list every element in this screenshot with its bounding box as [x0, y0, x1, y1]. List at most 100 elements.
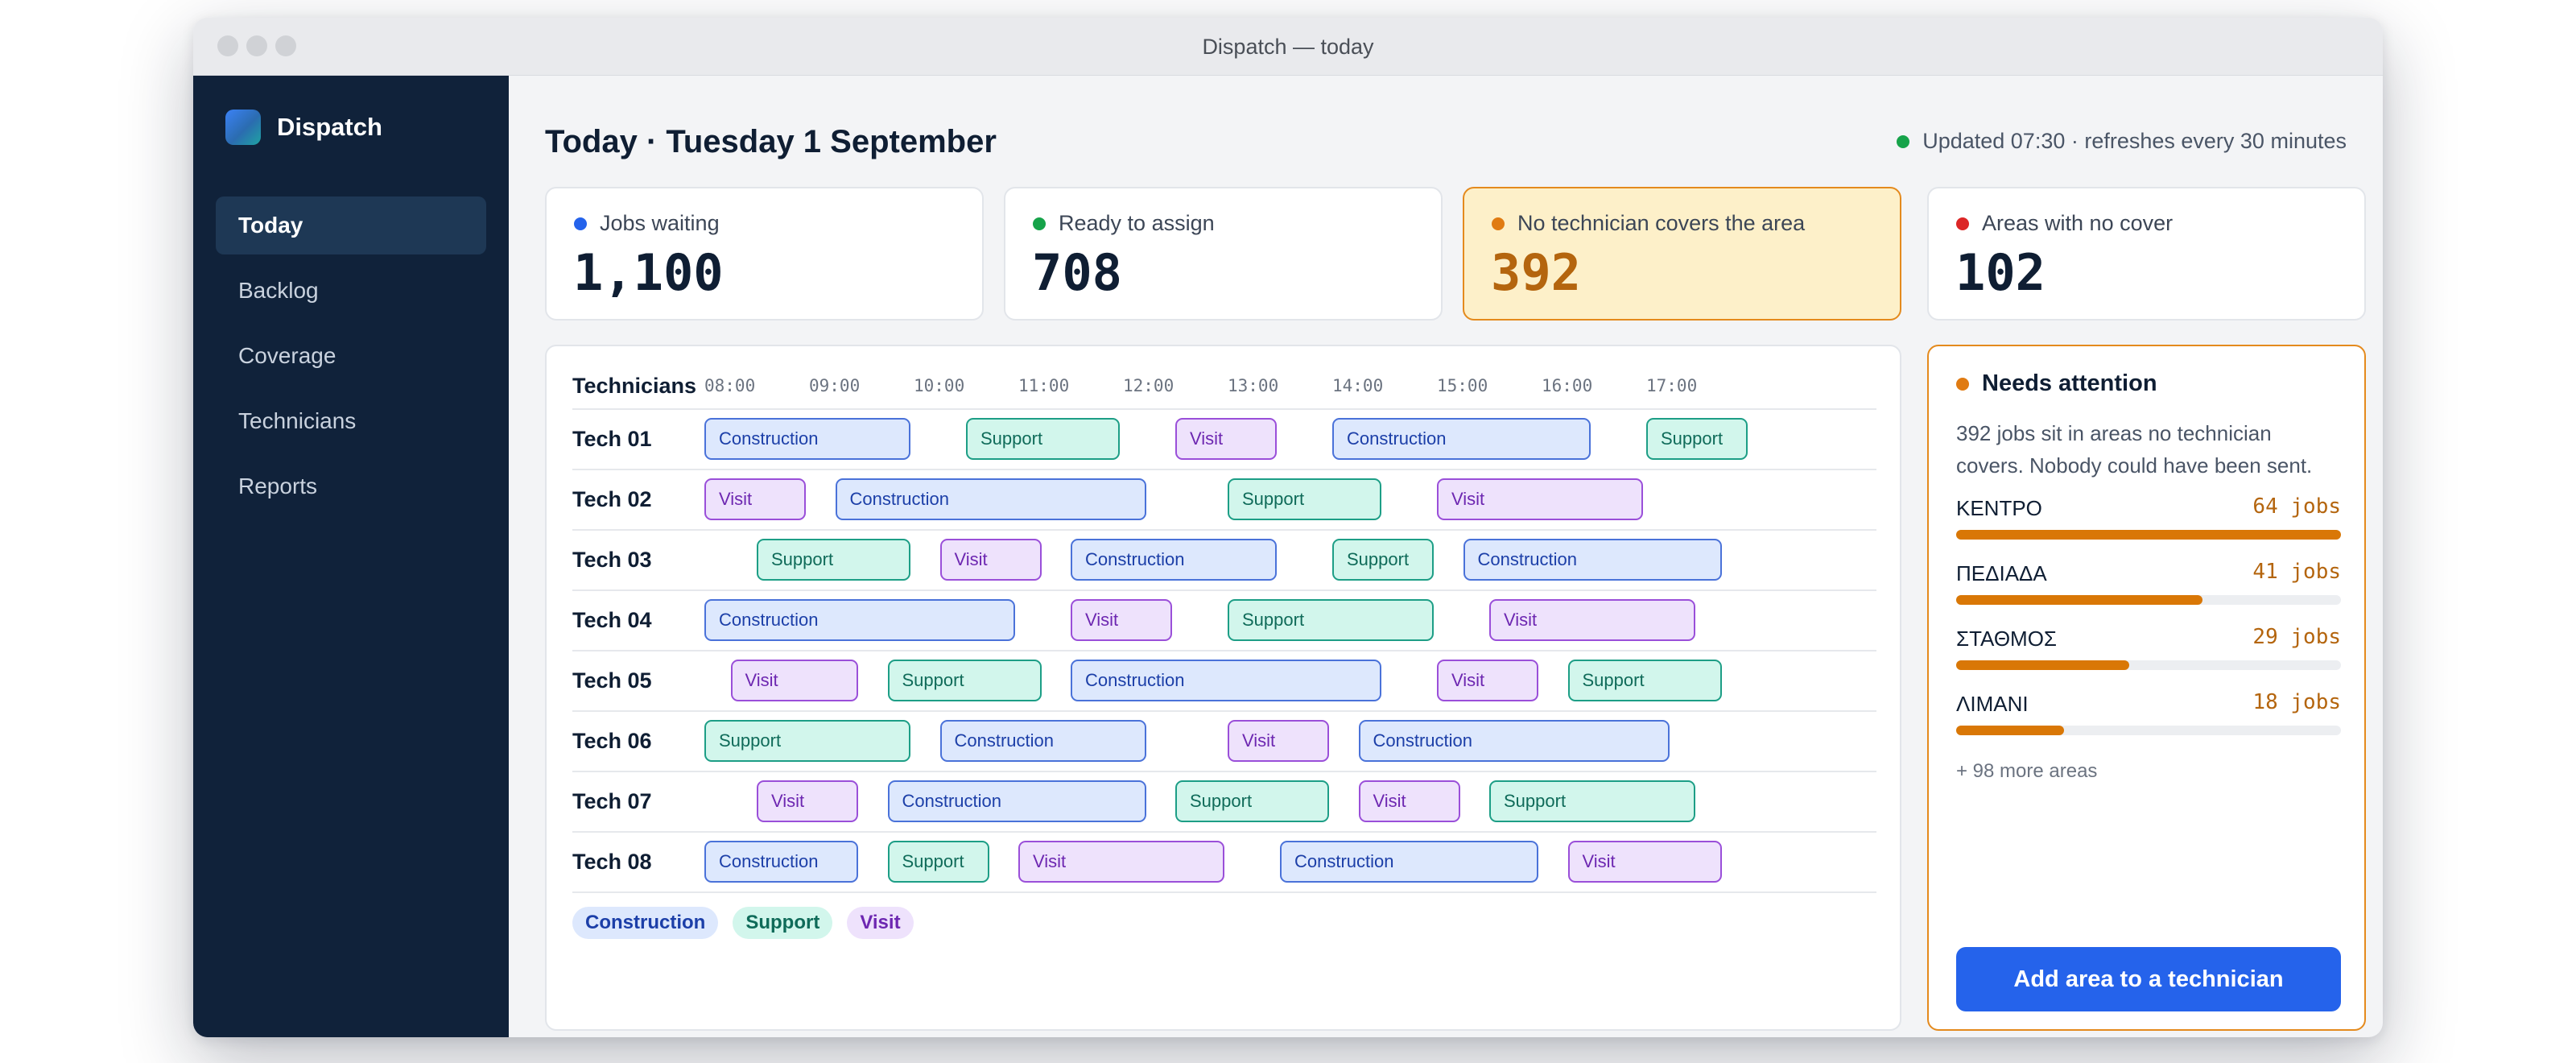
- job-block-support[interactable]: Support: [1175, 780, 1329, 822]
- stat-card-jobs-waiting[interactable]: Jobs waiting 1,100: [545, 187, 984, 321]
- row-divider: [572, 891, 1876, 893]
- stat-label: No technician covers the area: [1517, 211, 1806, 235]
- job-block-construction[interactable]: Construction: [1332, 418, 1591, 460]
- stat-card-areas-no-cover[interactable]: Areas with no cover 102: [1927, 187, 2366, 321]
- hour-label: 14:00: [1332, 376, 1384, 395]
- sidebar: Dispatch Today Backlog Coverage Technici…: [193, 76, 509, 1037]
- area-bar-track: [1956, 530, 2341, 540]
- row-divider: [572, 831, 1876, 833]
- job-block-support[interactable]: Support: [1332, 539, 1434, 581]
- hour-label: 11:00: [1018, 376, 1070, 395]
- job-block-visit[interactable]: Visit: [1437, 478, 1643, 520]
- hour-label: 12:00: [1123, 376, 1174, 395]
- job-block-support[interactable]: Support: [1228, 599, 1434, 641]
- job-block-construction[interactable]: Construction: [704, 418, 910, 460]
- job-block-visit[interactable]: Visit: [704, 478, 806, 520]
- area-job-count: 29 jobs: [2252, 625, 2341, 649]
- job-block-support[interactable]: Support: [966, 418, 1120, 460]
- attention-description: 392 jobs sit in areas no technician cove…: [1956, 421, 2313, 478]
- job-block-visit[interactable]: Visit: [1358, 780, 1460, 822]
- job-block-construction[interactable]: Construction: [939, 720, 1146, 762]
- job-block-visit[interactable]: Visit: [730, 660, 858, 701]
- job-block-construction[interactable]: Construction: [1463, 539, 1722, 581]
- job-block-visit[interactable]: Visit: [1175, 418, 1277, 460]
- job-block-visit[interactable]: Visit: [939, 539, 1042, 581]
- page-title: Today · Tuesday 1 September: [545, 124, 997, 159]
- add-area-button[interactable]: Add area to a technician: [1956, 947, 2341, 1011]
- area-row[interactable]: ΛΙΜΑΝΙ 18 jobs: [1956, 690, 2341, 737]
- attention-title: Needs attention: [1982, 370, 2157, 396]
- sidebar-item-technicians[interactable]: Technicians: [238, 408, 357, 433]
- job-block-visit[interactable]: Visit: [1567, 841, 1722, 883]
- job-block-support[interactable]: Support: [704, 720, 910, 762]
- sidebar-item-today[interactable]: Today: [216, 196, 486, 254]
- sidebar-item-reports[interactable]: Reports: [238, 474, 318, 498]
- area-job-count: 41 jobs: [2252, 560, 2341, 584]
- legend-chip-visit: Visit: [847, 907, 914, 939]
- close-window-button[interactable]: [217, 35, 238, 56]
- area-row[interactable]: ΚΕΝΤΡΟ 64 jobs: [1956, 494, 2341, 541]
- job-block-construction[interactable]: Construction: [1280, 841, 1538, 883]
- stat-value: 392: [1491, 243, 1581, 302]
- job-block-support[interactable]: Support: [887, 660, 1042, 701]
- technician-name: Tech 06: [572, 729, 652, 753]
- stat-label-row: Jobs waiting: [574, 211, 720, 236]
- area-row[interactable]: ΠΕΔΙΑΔΑ 41 jobs: [1956, 560, 2341, 606]
- brand-name: Dispatch: [277, 113, 382, 141]
- job-block-visit[interactable]: Visit: [1018, 841, 1224, 883]
- technician-name: Tech 07: [572, 789, 652, 813]
- sidebar-item-coverage[interactable]: Coverage: [238, 343, 336, 368]
- hour-label: 16:00: [1542, 376, 1593, 395]
- job-block-visit[interactable]: Visit: [1071, 599, 1172, 641]
- sidebar-item-backlog[interactable]: Backlog: [238, 278, 319, 303]
- job-block-support[interactable]: Support: [757, 539, 910, 581]
- job-block-construction[interactable]: Construction: [704, 841, 858, 883]
- job-block-visit[interactable]: Visit: [757, 780, 858, 822]
- more-areas-link[interactable]: + 98 more areas: [1956, 760, 2098, 782]
- schedule-header-label: Technicians: [572, 374, 697, 398]
- job-block-construction[interactable]: Construction: [704, 599, 1015, 641]
- warning-dot-icon: [1956, 377, 1969, 391]
- row-divider: [572, 771, 1876, 772]
- stat-card-no-technician[interactable]: No technician covers the area 392: [1463, 187, 1901, 321]
- main-content: Today · Tuesday 1 September Updated 07:3…: [509, 76, 2383, 1037]
- row-divider: [572, 469, 1876, 470]
- job-block-support[interactable]: Support: [1567, 660, 1722, 701]
- area-name: ΠΕΔΙΑΔΑ: [1956, 561, 2047, 585]
- job-block-support[interactable]: Support: [1489, 780, 1695, 822]
- job-block-support[interactable]: Support: [1228, 478, 1381, 520]
- job-block-visit[interactable]: Visit: [1228, 720, 1329, 762]
- area-bar-fill: [1956, 726, 2064, 735]
- stat-label-row: No technician covers the area: [1492, 211, 1805, 236]
- area-bar-fill: [1956, 595, 2202, 605]
- minimize-window-button[interactable]: [246, 35, 267, 56]
- job-block-construction[interactable]: Construction: [1358, 720, 1670, 762]
- job-block-construction[interactable]: Construction: [835, 478, 1146, 520]
- technician-name: Tech 04: [572, 608, 652, 632]
- app-window: Dispatch — today Dispatch Today Backlog …: [193, 18, 2383, 1037]
- schedule-legend: Construction Support Visit: [572, 907, 928, 939]
- stat-value: 708: [1032, 243, 1122, 302]
- technician-name: Tech 03: [572, 548, 652, 572]
- hour-label: 17:00: [1646, 376, 1698, 395]
- job-block-visit[interactable]: Visit: [1489, 599, 1695, 641]
- job-block-support[interactable]: Support: [887, 841, 989, 883]
- job-block-construction[interactable]: Construction: [887, 780, 1146, 822]
- stat-card-ready-to-assign[interactable]: Ready to assign 708: [1004, 187, 1443, 321]
- stat-label-row: Areas with no cover: [1956, 211, 2173, 236]
- stat-label: Jobs waiting: [600, 211, 720, 235]
- row-divider: [572, 589, 1876, 591]
- job-block-construction[interactable]: Construction: [1071, 539, 1277, 581]
- area-bar-track: [1956, 660, 2341, 670]
- job-block-construction[interactable]: Construction: [1071, 660, 1381, 701]
- title-bar: Dispatch — today: [193, 18, 2383, 76]
- area-job-count: 18 jobs: [2252, 690, 2341, 714]
- schedule-panel: Technicians Construction Support Visit 08:…: [545, 345, 1901, 1031]
- hour-label: 08:00: [704, 376, 756, 395]
- area-row[interactable]: ΣΤΑΘΜΟΣ 29 jobs: [1956, 625, 2341, 672]
- job-block-visit[interactable]: Visit: [1437, 660, 1538, 701]
- window-title: Dispatch — today: [1202, 35, 1374, 59]
- zoom-window-button[interactable]: [275, 35, 296, 56]
- stat-label: Areas with no cover: [1982, 211, 2174, 235]
- job-block-support[interactable]: Support: [1646, 418, 1748, 460]
